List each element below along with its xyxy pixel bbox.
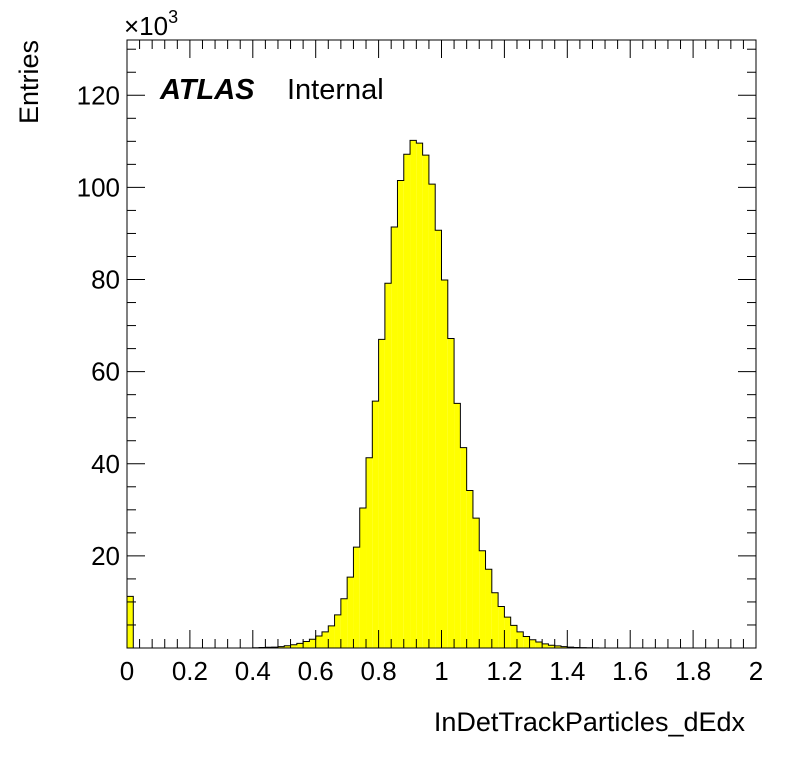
y-tick-label: 40 [91,449,120,479]
histogram-bin [447,338,455,648]
histogram-bin [290,644,297,648]
x-tick-label: 0 [120,656,134,686]
x-tick-label: 0.6 [298,656,334,686]
histogram-bars [126,139,756,649]
histogram-bin [334,614,341,648]
x-tick-label: 2 [749,656,763,686]
histogram-bin [548,645,555,648]
histogram-bin [384,283,392,648]
histogram-bin [428,184,436,649]
histogram-bin [296,643,304,648]
axis-ticks [126,40,757,649]
histogram-bin [510,625,517,648]
x-tick-label: 0.2 [172,656,208,686]
histogram-bin [366,457,373,648]
histogram-bin [498,606,505,648]
histogram-bin [403,154,411,649]
histogram-bin [523,636,530,648]
histogram-bin [529,639,536,648]
histogram-bin [303,641,310,648]
atlas-label: ATLAS [159,74,255,106]
histogram-bin [466,490,473,648]
histogram-bin [479,550,486,648]
internal-label: Internal [287,74,384,106]
y-tick-label: 20 [91,541,120,571]
histogram-bin [410,140,417,649]
x-tick-label: 0.4 [235,656,271,686]
histogram-bin [472,518,480,648]
histogram-bin [441,279,448,648]
x-tick-label: 1.4 [549,656,585,686]
histogram-bin [321,631,329,648]
histogram-bin [372,401,379,648]
histogram-bin [485,569,492,648]
histogram-bin [397,180,404,648]
y-tick-label: 120 [77,80,120,110]
y-tick-label: 100 [77,172,120,202]
histogram-bin [284,645,291,648]
histogram-bin [435,230,442,649]
y-axis-title: Entries [14,40,44,124]
histogram-bin [454,403,461,648]
histogram-bin [127,596,134,648]
y-tick-label: 60 [91,357,120,387]
y-multiplier-label: ×103 [124,7,178,41]
histogram-bin [535,642,543,648]
histogram-bin [353,547,360,648]
x-axis-title: InDetTrackParticles_dEdx [434,707,746,737]
histogram-bin [347,577,354,648]
histogram-bin [554,645,562,648]
histogram-bin [359,507,367,648]
histogram-bin [504,617,511,648]
histogram-bin [315,636,322,648]
x-tick-labels: 0 0.2 0.4 0.6 0.8 1 1.2 1.4 1.6 1.8 2 [120,656,763,686]
histogram-bin [542,643,549,648]
histogram-bin [277,646,285,648]
histogram-bin [516,631,524,648]
x-tick-label: 1.8 [675,656,711,686]
histogram-bin [416,143,423,648]
x-tick-label: 1.2 [486,656,522,686]
histogram-bin [422,155,429,648]
histogram-bin [561,646,568,648]
histogram-bin [309,639,316,648]
histogram-bin [391,227,398,649]
histogram-bin [328,625,335,648]
histogram-bin [491,592,499,648]
y-tick-label: 80 [91,265,120,295]
y-tick-labels: 20 40 60 80 100 120 [77,80,120,571]
x-tick-label: 0.8 [361,656,397,686]
histogram-bin [460,447,467,648]
x-tick-label: 1.6 [612,656,648,686]
x-tick-label: 1 [434,656,448,686]
histogram-bin [378,339,385,648]
histogram-bin [340,598,348,648]
